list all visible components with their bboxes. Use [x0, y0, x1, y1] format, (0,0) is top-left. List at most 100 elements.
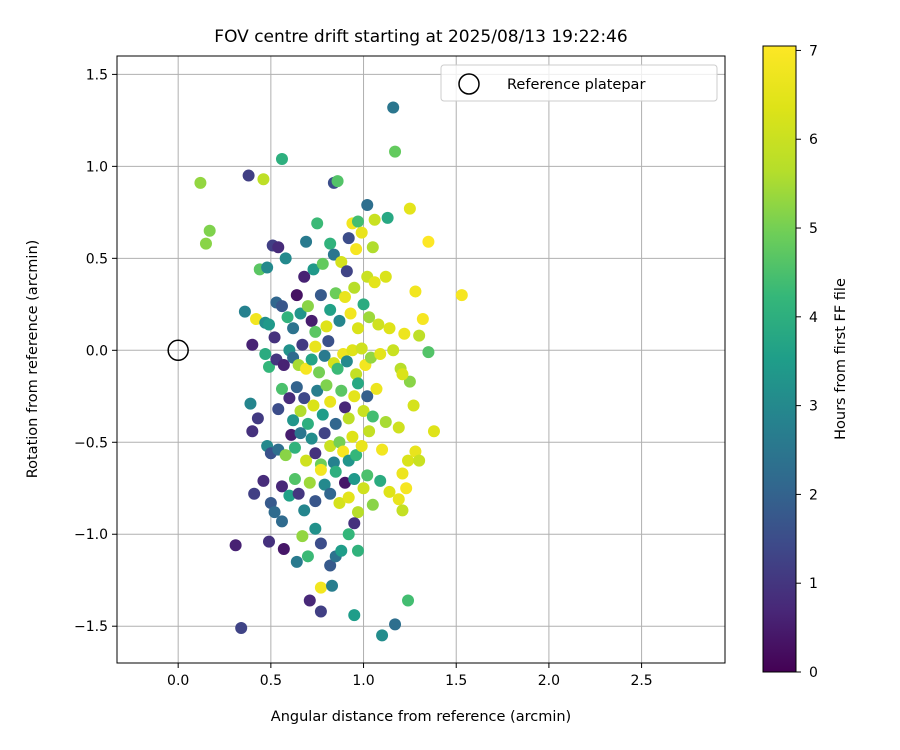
- scatter-point: [320, 320, 333, 333]
- y-tick-label: 0.0: [86, 343, 108, 359]
- scatter-point: [309, 495, 322, 508]
- scatter-point: [361, 198, 374, 211]
- scatter-point: [402, 454, 415, 467]
- scatter-point: [337, 445, 350, 458]
- colorbar-tick-label: 2: [809, 487, 818, 503]
- scatter-point: [348, 517, 361, 530]
- scatter-point: [283, 489, 296, 502]
- scatter-point: [314, 581, 327, 594]
- x-tick-label: 0.5: [260, 673, 282, 689]
- legend-marker-reference-platepar: [458, 73, 480, 95]
- scatter-point: [309, 447, 322, 460]
- scatter-point: [298, 504, 311, 517]
- plot-frame: [116, 55, 726, 664]
- scatter-point: [199, 237, 212, 250]
- scatter-point: [387, 101, 400, 114]
- scatter-point: [350, 243, 363, 256]
- scatter-point: [235, 622, 248, 635]
- scatter-point: [392, 493, 405, 506]
- scatter-point: [413, 454, 426, 467]
- scatter-point: [342, 491, 355, 504]
- scatter-point: [244, 397, 257, 410]
- scatter-point: [318, 427, 331, 440]
- legend: Reference platepar: [440, 64, 718, 102]
- scatter-point: [290, 289, 303, 302]
- scatter-point: [364, 351, 377, 364]
- scatter-point: [329, 287, 342, 300]
- scatter-point: [387, 344, 400, 357]
- scatter-point: [398, 327, 411, 340]
- scatter-point: [316, 408, 329, 421]
- grid-lines: [117, 56, 725, 663]
- scatter-point: [340, 355, 353, 368]
- scatter-point: [326, 579, 339, 592]
- scatter-point: [350, 368, 363, 381]
- scatter-point: [331, 175, 344, 188]
- scatter-point: [379, 416, 392, 429]
- scatter-point: [402, 594, 415, 607]
- scatter-point: [287, 414, 300, 427]
- chart-title: FOV centre drift starting at 2025/08/13 …: [214, 27, 627, 47]
- scatter-point: [242, 169, 255, 182]
- scatter-point: [246, 338, 259, 351]
- x-tick-label: 2.5: [630, 673, 652, 689]
- scatter-point: [268, 506, 281, 519]
- scatter-point: [250, 313, 263, 326]
- scatter-point: [288, 441, 301, 454]
- scatter-point: [376, 629, 389, 642]
- scatter-point: [335, 384, 348, 397]
- x-tick-label: 2.0: [538, 673, 560, 689]
- scatter-point: [263, 318, 275, 331]
- scatter-point: [275, 153, 288, 166]
- scatter-point: [409, 285, 422, 298]
- scatter-point: [416, 313, 429, 326]
- scatter-point: [301, 300, 314, 313]
- colorbar-tick-label: 5: [809, 221, 818, 237]
- scatter-point: [327, 248, 340, 261]
- scatter-point: [374, 474, 387, 487]
- colorbar-tick-label: 3: [809, 399, 818, 415]
- scatter-point: [324, 487, 337, 500]
- scatter-point: [372, 318, 385, 331]
- scatter-point: [327, 456, 340, 469]
- scatter-point: [355, 342, 368, 355]
- scatter-point: [348, 609, 361, 622]
- scatter-point: [413, 329, 426, 342]
- scatter-point: [194, 176, 207, 189]
- scatter-point: [300, 362, 313, 375]
- colorbar-tick-label: 0: [809, 665, 818, 681]
- scatter-point: [277, 542, 290, 555]
- scatter-point: [281, 311, 294, 324]
- scatter-point: [203, 224, 216, 237]
- scatter-point: [288, 473, 301, 486]
- scatter-point: [363, 311, 376, 324]
- colorbar-tick-label: 6: [809, 132, 818, 148]
- scatter-point: [348, 281, 361, 294]
- scatter-point: [339, 476, 351, 489]
- scatter-point: [333, 496, 346, 509]
- scatter-point: [257, 173, 270, 186]
- data-points: [194, 101, 468, 642]
- scatter-point: [351, 377, 364, 390]
- scatter-point: [277, 359, 290, 372]
- scatter-point: [272, 403, 285, 416]
- x-axis-label: Angular distance from reference (arcmin): [271, 709, 571, 725]
- scatter-point: [303, 594, 316, 607]
- scatter-point: [422, 235, 435, 248]
- scatter-point: [229, 539, 242, 552]
- y-axis-ticks: −1.5 −1.0 −0.5 0.0 0.5 1.0 1.5: [74, 67, 117, 635]
- scatter-point: [305, 432, 318, 445]
- x-tick-label: 1.0: [352, 673, 374, 689]
- scatter-point: [264, 496, 277, 509]
- x-axis-ticks: 0.0 0.5 1.0 1.5 2.0 2.5: [167, 663, 653, 689]
- scatter-point: [331, 362, 344, 375]
- scatter-point: [285, 428, 298, 441]
- colorbar-tick-label: 7: [809, 43, 818, 59]
- scatter-point: [329, 465, 342, 478]
- scatter-point: [333, 314, 346, 327]
- scatter-point: [275, 382, 288, 395]
- scatter-point: [396, 368, 409, 381]
- scatter-point: [316, 257, 329, 270]
- scatter-point: [383, 485, 396, 498]
